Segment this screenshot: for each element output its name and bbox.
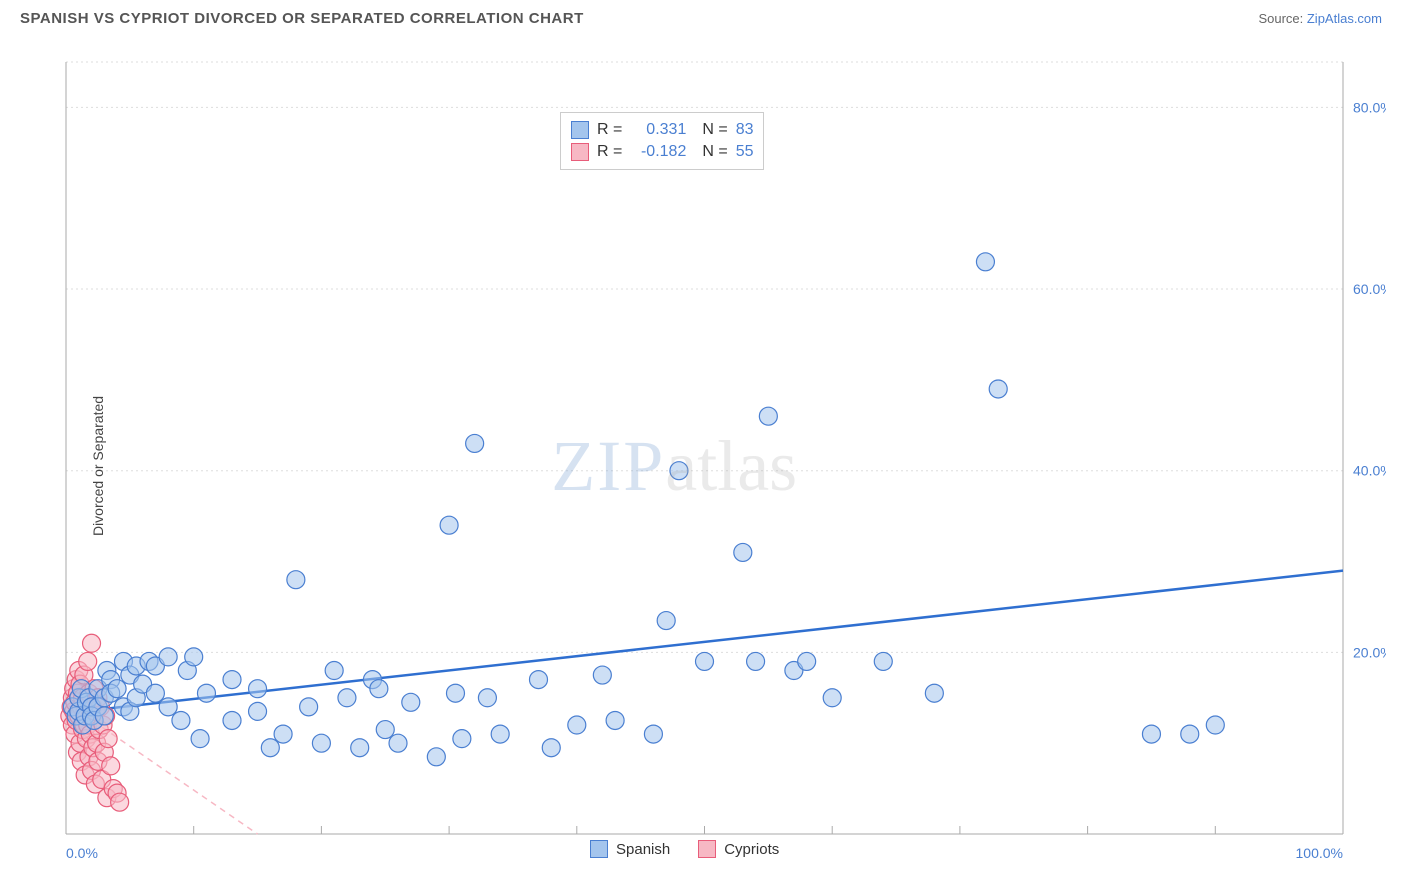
- n-label: N =: [702, 143, 727, 161]
- r-value-spanish: 0.331: [630, 121, 686, 139]
- stats-row-spanish: R = 0.331 N = 83: [571, 119, 753, 141]
- r-label: R =: [597, 143, 622, 161]
- n-value-spanish: 83: [736, 121, 754, 139]
- swatch-cypriot-icon: [698, 840, 716, 858]
- n-label: N =: [702, 121, 727, 139]
- chart-container: Divorced or Separated 20.0% 40.0% 60.0% 80.…: [20, 50, 1386, 882]
- stats-legend-box: R = 0.331 N = 83 R = -0.182 N = 55: [560, 112, 764, 170]
- swatch-spanish-icon: [590, 840, 608, 858]
- svg-text:60.0%: 60.0%: [1353, 281, 1386, 297]
- legend-item-spanish: Spanish: [590, 840, 670, 858]
- r-label: R =: [597, 121, 622, 139]
- stats-row-cypriot: R = -0.182 N = 55: [571, 141, 753, 163]
- legend-item-cypriot: Cypriots: [698, 840, 779, 858]
- svg-text:80.0%: 80.0%: [1353, 99, 1386, 115]
- svg-text:40.0%: 40.0%: [1353, 463, 1386, 479]
- source-prefix: Source:: [1258, 11, 1306, 26]
- source-attribution: Source: ZipAtlas.com: [1258, 11, 1382, 26]
- legend-label-cypriot: Cypriots: [724, 841, 779, 858]
- source-link[interactable]: ZipAtlas.com: [1307, 11, 1382, 26]
- scatter-chart: 20.0% 40.0% 60.0% 80.0% 0.0% 100.0%: [20, 50, 1386, 882]
- svg-text:20.0%: 20.0%: [1353, 644, 1386, 660]
- y-axis-label: Divorced or Separated: [90, 396, 106, 536]
- svg-text:100.0%: 100.0%: [1296, 845, 1343, 861]
- bottom-legend: Spanish Cypriots: [590, 840, 779, 858]
- n-value-cypriot: 55: [736, 143, 754, 161]
- r-value-cypriot: -0.182: [630, 143, 686, 161]
- swatch-spanish-icon: [571, 121, 589, 139]
- chart-title: SPANISH VS CYPRIOT DIVORCED OR SEPARATED…: [20, 10, 584, 27]
- legend-label-spanish: Spanish: [616, 841, 670, 858]
- svg-text:0.0%: 0.0%: [66, 845, 98, 861]
- swatch-cypriot-icon: [571, 143, 589, 161]
